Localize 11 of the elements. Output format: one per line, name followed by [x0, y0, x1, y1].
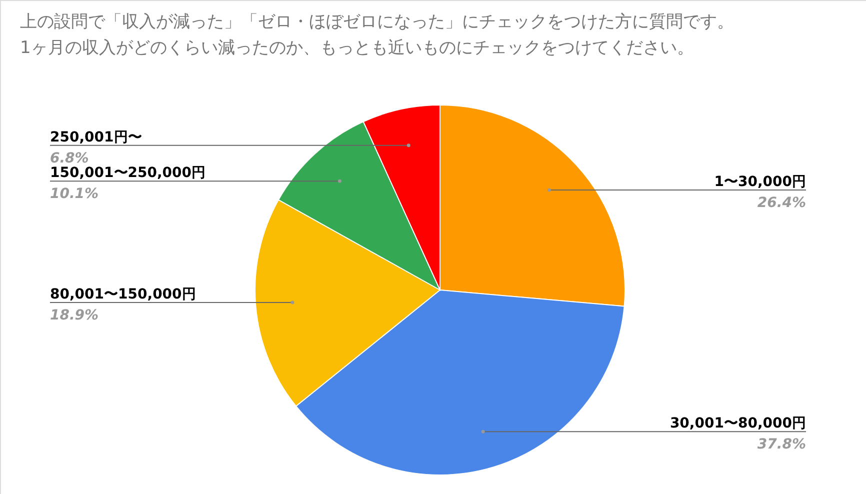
- slice-label: 1〜30,000円: [714, 174, 806, 190]
- data-label: 18.9%: [50, 308, 99, 324]
- slice-label: 80,001〜150,000円: [50, 286, 196, 303]
- data-label: 10.1%: [50, 186, 99, 202]
- data-label: 26.4%: [757, 195, 806, 212]
- slice-label: 250,001円〜: [50, 129, 142, 146]
- chart-title: 上の設問で「収入が減った」「ゼロ・ほぼゼロになった」にチェックをつけた方に質問です。1ヶ月の収入がどのくらい減ったのか、もっとも近いものにチェックをつけてください。: [20, 12, 734, 58]
- slice-label: 30,001〜80,000円: [670, 416, 806, 432]
- slice-label: 150,001〜250,000円: [50, 165, 206, 182]
- data-label: 37.8%: [757, 436, 806, 453]
- data-label: 6.8%: [50, 150, 89, 166]
